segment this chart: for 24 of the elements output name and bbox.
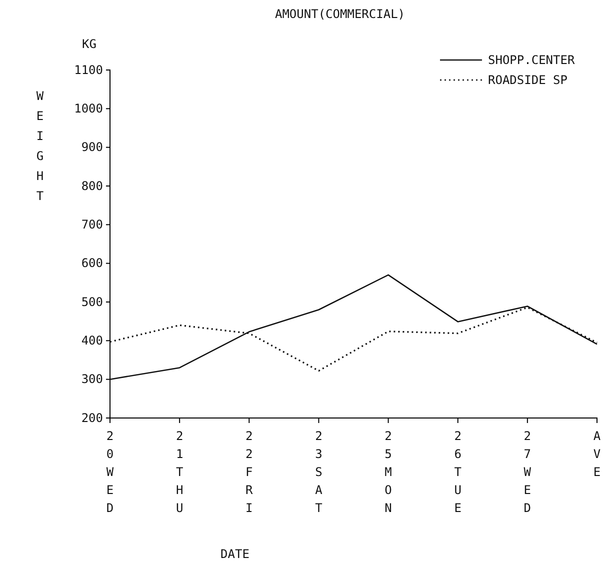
x-tick-label: 26TUE [454,429,462,515]
y2-axis-title: KG [82,37,96,51]
chart-title: AMOUNT(COMMERCIAL) [274,7,406,21]
y-tick-label: 900 [81,140,103,154]
x-tick-label: 22FRI [246,429,254,515]
y-tick-label: 600 [81,256,103,270]
legend-label: SHOPP.CENTER [488,53,576,67]
y-tick-label: 700 [81,218,103,232]
y-tick-label: 800 [81,178,103,193]
y-tick-label: 400 [81,334,103,348]
legend-label: ROADSIDE SP [488,73,568,87]
y-tick-label: 500 [81,294,103,309]
y-tick-label: 1100 [74,62,103,77]
x-tick-label: 23SAT [315,429,324,515]
x-tick-label: 27WED [524,429,532,515]
y-tick-label: 300 [81,372,103,386]
x-tick-label: 21THU [176,429,184,515]
x-axis-title: DATE [220,547,250,561]
y-tick-label: 1000 [74,102,103,116]
x-tick-label: AVE [593,429,602,479]
y-axis-title: WEIGHT [36,89,44,203]
x-tick-label: 25MON [384,429,392,515]
y-tick-label: 200 [81,410,103,425]
x-tick-label: 20WED [106,429,114,515]
